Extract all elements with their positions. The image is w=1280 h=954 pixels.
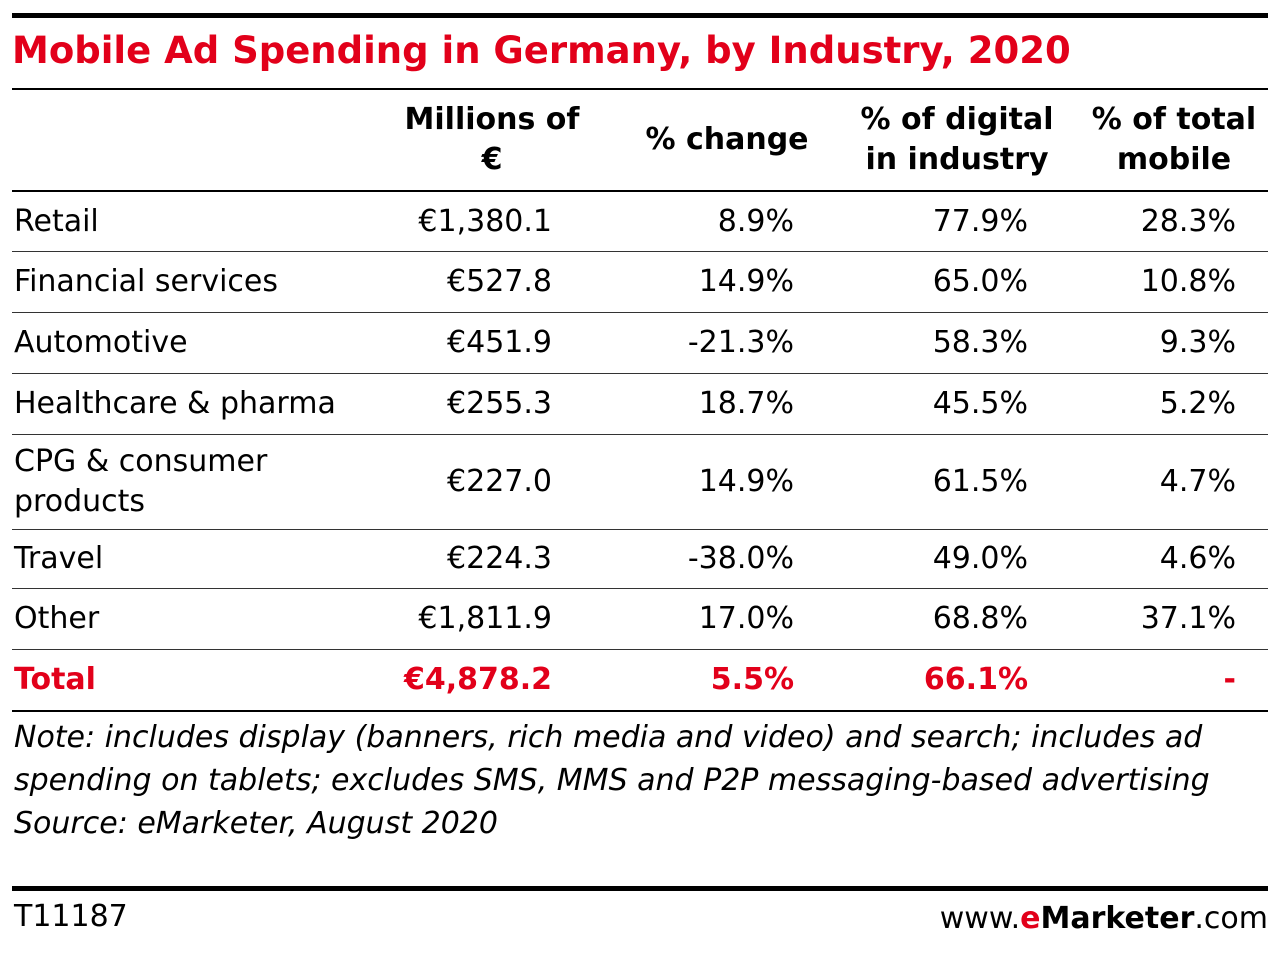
- value-digital-share: 68.8%: [932, 601, 1028, 636]
- value-digital-share: 49.0%: [932, 541, 1028, 576]
- value-mobile-share: 5.2%: [1159, 386, 1236, 421]
- value-digital-share: 65.0%: [932, 264, 1028, 299]
- row-label: Travel: [14, 541, 104, 576]
- note-text: Note: includes display (banners, rich me…: [14, 720, 1210, 798]
- chart-title: Mobile Ad Spending in Germany, by Indust…: [12, 29, 1071, 72]
- value-millions: €527.8: [447, 264, 552, 299]
- brand-suffix: .com: [1194, 901, 1268, 936]
- table-row: Retail €1,380.1 8.9% 77.9% 28.3%: [12, 190, 1268, 251]
- row-label: Total: [14, 662, 96, 697]
- title-rule: [12, 88, 1268, 90]
- value-digital-share: 77.9%: [932, 203, 1028, 239]
- table-body: Retail €1,380.1 8.9% 77.9% 28.3% Financial se…: [12, 190, 1268, 710]
- value-change: -38.0%: [687, 541, 794, 576]
- value-millions: €227.0: [447, 464, 552, 499]
- value-millions: €451.9: [447, 325, 552, 360]
- brand-e: e: [1020, 901, 1041, 936]
- row-label: CPG & consumer products: [14, 444, 268, 519]
- table-row: Travel €224.3 -38.0% 49.0% 4.6%: [12, 529, 1268, 588]
- value-digital-share: 61.5%: [932, 464, 1028, 499]
- value-digital-share: 45.5%: [932, 386, 1028, 421]
- value-mobile-share: 28.3%: [1140, 203, 1236, 239]
- value-mobile-share: 4.6%: [1159, 541, 1236, 576]
- header-row: Millions of € % change % of digital in i…: [12, 90, 1268, 190]
- brand-prefix: www.: [939, 901, 1021, 936]
- value-mobile-share: 10.8%: [1140, 264, 1236, 299]
- value-millions: €4,878.2: [403, 662, 552, 697]
- value-change: 14.9%: [698, 264, 794, 299]
- footer: T11187 www.eMarketer.com: [12, 891, 1268, 939]
- value-mobile-share: 37.1%: [1140, 601, 1236, 636]
- value-digital-share: 58.3%: [932, 325, 1028, 360]
- value-change: 8.9%: [717, 203, 794, 239]
- footer-rule: [12, 886, 1268, 891]
- source-text: Source: eMarketer, August 2020: [14, 806, 498, 841]
- value-millions: €1,380.1: [418, 203, 552, 239]
- value-change: 17.0%: [698, 601, 794, 636]
- value-millions: €255.3: [447, 386, 552, 421]
- total-row: Total €4,878.2 5.5% 66.1% -: [12, 649, 1268, 710]
- value-mobile-share: 9.3%: [1159, 325, 1236, 360]
- value-change: 14.9%: [698, 464, 794, 499]
- row-label: Healthcare & pharma: [14, 386, 336, 421]
- header-change: % change: [645, 122, 809, 157]
- table-figure: Mobile Ad Spending in Germany, by Indust…: [12, 13, 1268, 939]
- header-digital: % of digital in industry: [860, 102, 1054, 177]
- value-millions: €1,811.9: [418, 601, 552, 636]
- table-row: Healthcare & pharma €255.3 18.7% 45.5% 5.2%: [12, 373, 1268, 434]
- row-label: Financial services: [14, 264, 278, 299]
- value-change: 5.5%: [710, 662, 794, 697]
- table-row: Financial services €527.8 14.9% 65.0% 10.8%: [12, 251, 1268, 312]
- brand-logo: www.eMarketer.com: [940, 901, 1268, 937]
- row-label: Retail: [14, 203, 99, 239]
- bottom-rule: [12, 710, 1268, 712]
- table-row: Other €1,811.9 17.0% 68.8% 37.1%: [12, 588, 1268, 649]
- notes: Note: includes display (banners, rich me…: [12, 712, 1268, 886]
- brand-name: Marketer: [1040, 901, 1195, 936]
- value-mobile-share: 4.7%: [1159, 464, 1236, 499]
- top-rule: [12, 13, 1268, 18]
- value-change: 18.7%: [698, 386, 794, 421]
- value-mobile-share: -: [1223, 662, 1236, 697]
- table-row: CPG & consumer products €227.0 14.9% 61.5% 4…: [12, 434, 1268, 529]
- value-change: -21.3%: [687, 325, 794, 360]
- table-row: Automotive €451.9 -21.3% 58.3% 9.3%: [12, 312, 1268, 373]
- row-label: Other: [14, 601, 100, 636]
- chart-code: T11187: [14, 899, 128, 934]
- value-digital-share: 66.1%: [923, 662, 1028, 697]
- header-total-mobile: % of total mobile: [1091, 102, 1257, 177]
- header-millions: Millions of €: [404, 102, 580, 177]
- row-label: Automotive: [14, 325, 188, 360]
- value-millions: €224.3: [447, 541, 552, 576]
